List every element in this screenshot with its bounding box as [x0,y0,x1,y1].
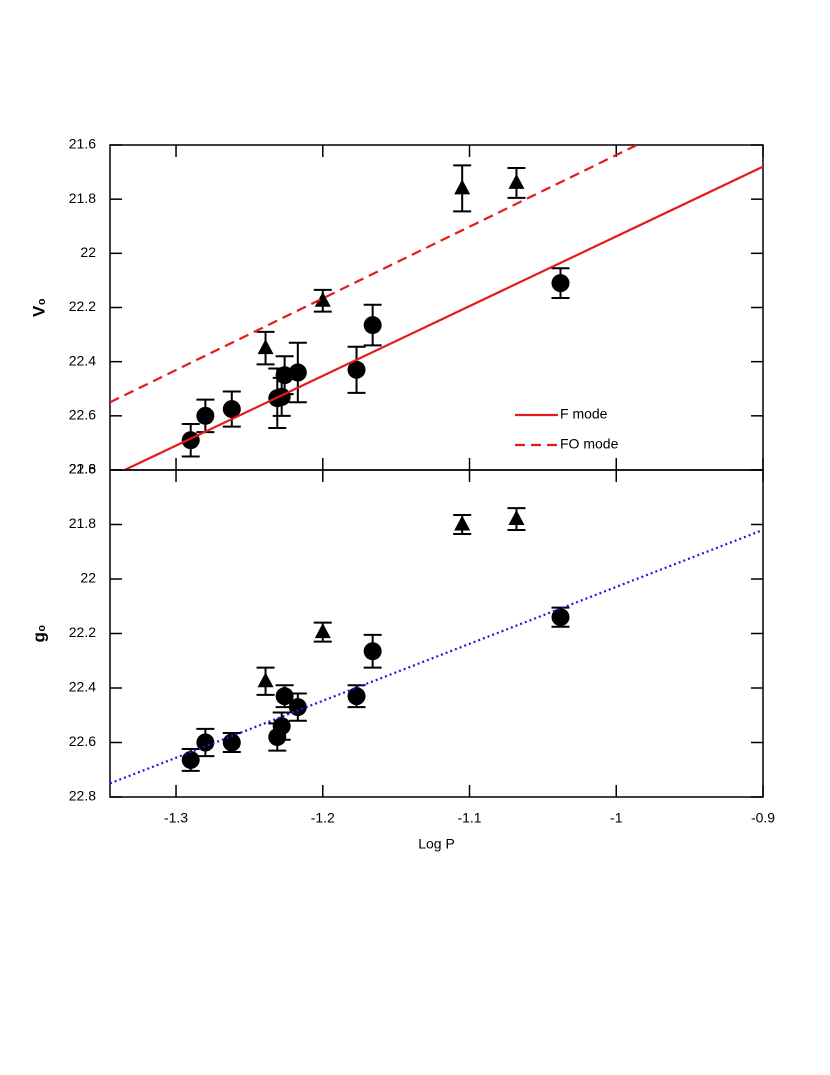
y-tick-label: 21.6 [69,461,96,477]
legend-label: FO mode [560,436,619,452]
point [508,173,525,189]
point [363,316,382,335]
x-tick-label: -0.9 [751,810,775,826]
point [347,360,366,379]
point [196,406,215,425]
point [275,687,294,706]
fit-line [110,528,763,785]
point [347,687,366,706]
y-tick-label: 22.2 [69,624,96,640]
y-tick-label: 22.6 [69,407,96,423]
point [314,623,331,639]
y-axis-label: V₀ [29,298,48,317]
point [222,400,241,419]
point [288,363,307,382]
y-tick-label: 22 [80,570,96,586]
y-tick-label: 21.8 [69,190,96,206]
x-tick-label: -1.1 [457,810,481,826]
x-axis-label: Log P [418,836,455,852]
y-tick-label: 22 [80,244,96,260]
fit-line [124,165,763,470]
y-axis-label: g₀ [29,624,48,642]
point [181,431,200,450]
x-tick-label: -1.3 [164,810,188,826]
point [363,642,382,661]
y-tick-label: 22.6 [69,733,96,749]
y-tick-label: 22.2 [69,298,96,314]
point [508,510,525,526]
x-tick-label: -1.2 [311,810,335,826]
point [551,608,570,627]
point [181,750,200,769]
x-tick-label: -1 [610,810,623,826]
y-tick-label: 21.8 [69,515,96,531]
legend-label: F mode [560,406,608,422]
point [272,717,291,736]
y-tick-label: 22.8 [69,788,96,804]
point [272,387,291,406]
fit-line [110,145,638,404]
point [288,698,307,717]
point [196,733,215,752]
point [314,291,331,307]
y-tick-label: 22.8 [69,461,96,477]
point [551,274,570,293]
point [257,672,274,688]
point [454,179,471,195]
y-tick-label: 22.4 [69,679,96,695]
y-tick-label: 22.4 [69,352,96,368]
point [257,339,274,355]
point [454,515,471,531]
y-tick-label: 21.6 [69,136,96,152]
